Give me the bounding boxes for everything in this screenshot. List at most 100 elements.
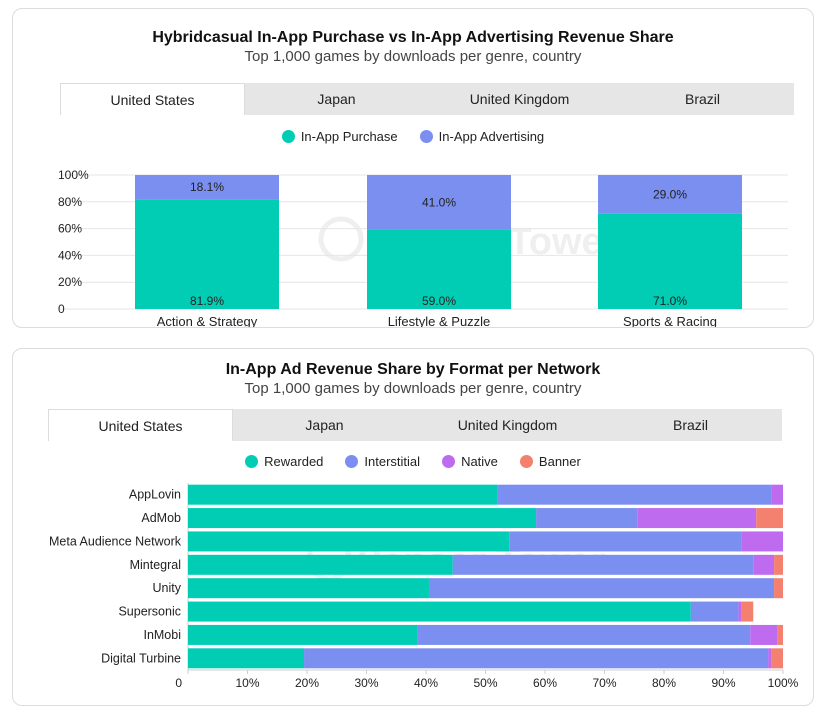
banner-swatch xyxy=(519,455,533,468)
legend-banner[interactable]: Banner xyxy=(519,454,581,469)
panel2-subtitle: Top 1,000 games by downloads per genre, … xyxy=(244,380,582,397)
x-tick-label: 40% xyxy=(414,676,438,690)
legend-banner-label: Banner xyxy=(538,454,581,469)
tab-united-states[interactable]: United States xyxy=(60,83,245,115)
y-category-label: Mintegral xyxy=(130,558,181,572)
x-tick-label: 80% xyxy=(652,676,676,690)
legend-interstitial-label: Interstitial xyxy=(364,454,421,469)
bar-interstitial-meta-audience-network xyxy=(509,531,742,552)
sensor-tower-logo-icon xyxy=(318,216,364,262)
ad-format-chart: Sensor Tower 010%20%30%40%50%60%70%80%90… xyxy=(49,483,799,690)
legend-in-app-advertising[interactable]: In-App Advertising xyxy=(419,129,544,144)
tab-united-kingdom[interactable]: United Kingdom xyxy=(457,417,558,433)
bar-interstitial-inmobi xyxy=(417,624,751,645)
data-label-in-app-advertising-sports-racing: 29.0% xyxy=(653,187,687,201)
x-tick-label: 90% xyxy=(711,676,735,690)
bar-interstitial-applovin xyxy=(497,484,772,505)
bar-rewarded-digital-turbine xyxy=(188,648,305,669)
legend-interstitial[interactable]: Interstitial xyxy=(345,454,420,469)
interstitial-swatch xyxy=(345,455,359,468)
bar-interstitial-admob xyxy=(536,508,638,529)
x-tick-label: 0 xyxy=(175,676,182,690)
data-label-in-app-purchase-sports-racing: 71.0% xyxy=(653,294,687,308)
legend-native[interactable]: Native xyxy=(442,454,498,469)
tab-brazil[interactable]: Brazil xyxy=(672,417,708,433)
bar-native-meta-audience-network xyxy=(741,531,783,552)
x-category-label: Lifestyle & Puzzle xyxy=(388,314,491,328)
iap-vs-iaa-panel: Hybridcasual In-App Purchase vs In-App A… xyxy=(12,8,814,328)
bar-banner-digital-turbine xyxy=(771,648,783,669)
bar-rewarded-inmobi xyxy=(188,624,418,645)
in-app-advertising-swatch xyxy=(419,130,433,143)
y-tick-label: 100% xyxy=(58,168,89,182)
bar-interstitial-mintegral xyxy=(452,554,754,575)
bar-native-admob xyxy=(637,508,757,529)
tab-japan[interactable]: Japan xyxy=(305,417,344,433)
panel1-country-tabs: United States Japan United Kingdom Brazi… xyxy=(60,83,794,115)
x-tick-label: 70% xyxy=(592,676,616,690)
x-tick-label: 30% xyxy=(354,676,378,690)
y-category-label: Supersonic xyxy=(118,605,181,619)
in-app-purchase-swatch xyxy=(281,130,295,143)
bar-banner-supersonic xyxy=(741,601,754,622)
y-tick-label: 60% xyxy=(58,222,82,236)
y-tick-label: 0 xyxy=(58,302,65,316)
bar-in-app-purchase-action-strategy xyxy=(135,199,279,309)
data-label-in-app-purchase-lifestyle-puzzle: 59.0% xyxy=(422,294,456,308)
bar-native-supersonic xyxy=(738,601,742,622)
tab-united-states[interactable]: United States xyxy=(48,409,233,441)
tab-united-kingdom[interactable]: United Kingdom xyxy=(469,91,570,107)
y-category-label: Meta Audience Network xyxy=(49,534,182,548)
x-tick-label: 60% xyxy=(533,676,557,690)
legend-in-app-purchase-label: In-App Purchase xyxy=(300,129,398,144)
bar-rewarded-unity xyxy=(188,578,429,599)
y-category-label: Digital Turbine xyxy=(101,651,181,665)
ad-format-panel: In-App Ad Revenue Share by Format per Ne… xyxy=(12,348,814,706)
bar-in-app-advertising-action-strategy xyxy=(135,175,279,200)
panel2-title: In-App Ad Revenue Share by Format per Ne… xyxy=(225,361,601,378)
x-tick-label: 20% xyxy=(295,676,319,690)
x-tick-label: 10% xyxy=(235,676,259,690)
y-category-label: AdMob xyxy=(141,511,181,525)
tab-japan[interactable]: Japan xyxy=(317,91,356,107)
bar-native-applovin xyxy=(771,484,783,505)
x-category-label: Sports & Racing xyxy=(623,314,717,328)
x-tick-label: 50% xyxy=(473,676,497,690)
y-tick-label: 40% xyxy=(58,248,82,262)
bar-in-app-purchase-sports-racing xyxy=(598,213,742,309)
y-category-label: Unity xyxy=(153,581,182,595)
bar-interstitial-supersonic xyxy=(690,601,739,622)
legend-in-app-purchase[interactable]: In-App Purchase xyxy=(281,129,398,144)
bar-rewarded-mintegral xyxy=(188,554,453,575)
x-category-label: Action & Strategy xyxy=(157,314,258,328)
panel2-country-tabs: United States Japan United Kingdom Brazi… xyxy=(48,409,782,441)
bar-interstitial-unity xyxy=(428,578,775,599)
tab-brazil[interactable]: Brazil xyxy=(684,91,720,107)
data-label-in-app-advertising-lifestyle-puzzle: 41.0% xyxy=(422,195,456,209)
bar-rewarded-supersonic xyxy=(188,601,691,622)
iap-vs-iaa-chart: Sensor Tower 020%40%60%80%100%81.9%18.1%… xyxy=(58,168,788,328)
y-tick-label: 80% xyxy=(58,195,82,209)
bar-banner-unity xyxy=(774,578,783,599)
legend-rewarded[interactable]: Rewarded xyxy=(245,454,323,469)
rewarded-swatch xyxy=(245,455,259,468)
bar-in-app-advertising-sports-racing xyxy=(598,175,742,214)
bar-rewarded-applovin xyxy=(188,484,498,505)
bar-rewarded-meta-audience-network xyxy=(188,531,510,552)
bar-native-digital-turbine xyxy=(768,648,772,669)
bar-interstitial-digital-turbine xyxy=(304,648,769,669)
bar-native-mintegral xyxy=(753,554,775,575)
legend-rewarded-label: Rewarded xyxy=(264,454,324,469)
data-label-in-app-advertising-action-strategy: 18.1% xyxy=(190,180,224,194)
bar-in-app-purchase-lifestyle-puzzle xyxy=(367,229,511,309)
bar-in-app-advertising-lifestyle-puzzle xyxy=(367,175,511,230)
native-swatch xyxy=(442,455,456,468)
bar-banner-admob xyxy=(756,508,783,529)
panel1-subtitle: Top 1,000 games by downloads per genre, … xyxy=(244,48,582,65)
y-category-label: InMobi xyxy=(143,628,181,642)
data-label-in-app-purchase-action-strategy: 81.9% xyxy=(190,294,224,308)
panel2-legend: Rewarded Interstitial Native Banner xyxy=(13,454,813,469)
bar-native-inmobi xyxy=(750,624,778,645)
bar-banner-inmobi xyxy=(777,624,783,645)
legend-native-label: Native xyxy=(461,454,498,469)
